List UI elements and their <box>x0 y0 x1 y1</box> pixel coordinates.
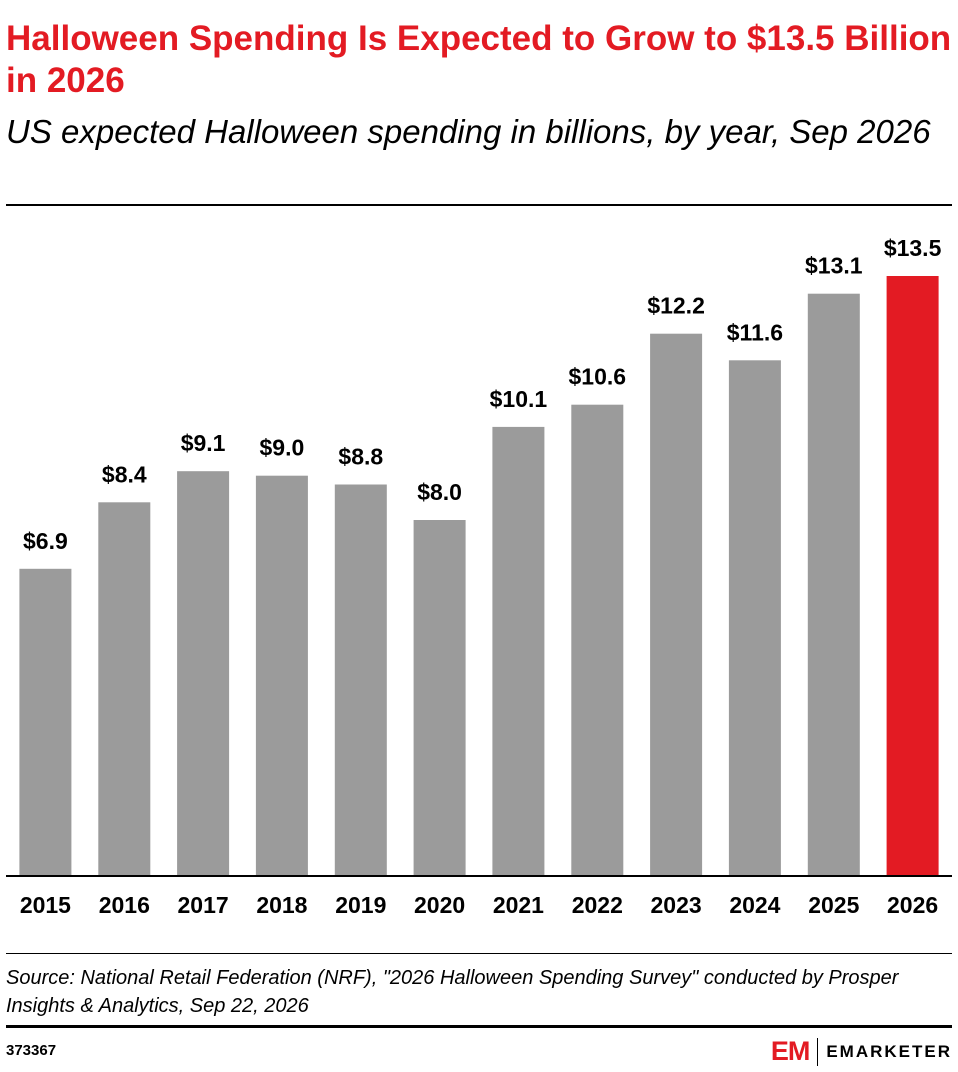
bar-2019 <box>334 484 387 875</box>
title-divider <box>6 204 952 206</box>
x-tick-label-2021: 2021 <box>493 892 544 918</box>
bar-2026 <box>886 276 939 875</box>
data-label-2019: $8.8 <box>338 444 383 470</box>
source-note: Source: National Retail Federation (NRF)… <box>6 967 899 1017</box>
bar-2016 <box>98 502 151 875</box>
data-label-2018: $9.0 <box>260 435 305 461</box>
x-tick-label-2024: 2024 <box>729 892 780 918</box>
x-tick-label-2018: 2018 <box>256 892 307 918</box>
bar-2023 <box>650 333 703 875</box>
data-label-2020: $8.0 <box>417 479 462 505</box>
source-divider <box>6 953 952 954</box>
data-label-2021: $10.1 <box>490 386 548 412</box>
x-tick-label-2017: 2017 <box>178 892 229 918</box>
data-label-2025: $13.1 <box>805 253 863 279</box>
brand-logo[interactable]: EM EMARKETER <box>771 1036 952 1067</box>
chart-subtitle: US expected Halloween spending in billio… <box>6 113 931 150</box>
bar-2020 <box>413 520 466 875</box>
data-label-2026: $13.5 <box>884 235 942 261</box>
x-tick-label-2023: 2023 <box>651 892 702 918</box>
data-label-2016: $8.4 <box>102 461 147 487</box>
brand-mark: EM <box>770 1036 810 1066</box>
data-label-2023: $12.2 <box>647 293 705 319</box>
brand-divider <box>817 1037 819 1066</box>
bar-2017 <box>177 471 230 875</box>
bar-2018 <box>255 475 308 875</box>
footer-divider <box>6 1025 952 1028</box>
x-tick-label-2020: 2020 <box>414 892 465 918</box>
data-label-2017: $9.1 <box>181 430 226 456</box>
bar-2022 <box>571 404 624 875</box>
bar-2015 <box>19 568 72 875</box>
chart-id: 373367 <box>6 1042 57 1059</box>
x-tick-label-2016: 2016 <box>99 892 150 918</box>
bar-2024 <box>728 360 781 875</box>
x-tick-label-2025: 2025 <box>808 892 859 918</box>
bar-2021 <box>492 426 545 875</box>
x-tick-label-2019: 2019 <box>335 892 386 918</box>
data-label-2022: $10.6 <box>569 364 627 390</box>
x-tick-label-2015: 2015 <box>20 892 71 918</box>
chart-title: Halloween Spending Is Expected to Grow t… <box>6 19 952 100</box>
x-tick-label-2022: 2022 <box>572 892 623 918</box>
brand-name: EMARKETER <box>826 1041 952 1061</box>
bar-2025 <box>807 293 860 875</box>
x-tick-label-2026: 2026 <box>887 892 938 918</box>
bar-chart: $6.9 2015 $8.4 2016 $9.1 2017 $9.0 2018 $8.8 2019… <box>6 235 952 918</box>
data-label-2015: $6.9 <box>23 528 68 554</box>
data-label-2024: $11.6 <box>727 319 783 345</box>
